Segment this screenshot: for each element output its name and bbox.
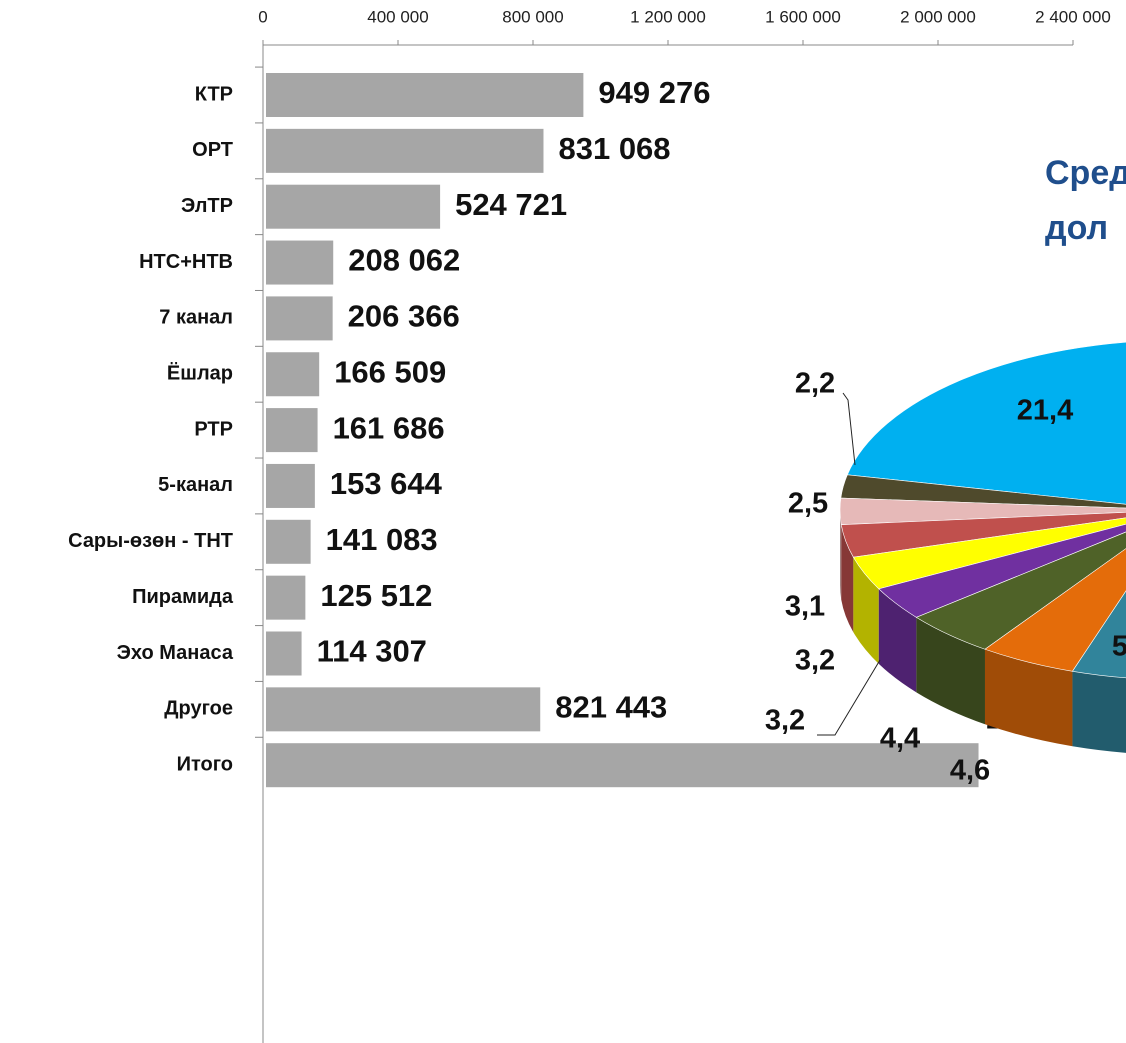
pie-value-label: 2,2	[795, 368, 835, 400]
value-label: 821 443	[555, 690, 667, 725]
y-tick-label: Итого	[177, 753, 233, 775]
pie-slice-side	[841, 524, 854, 633]
pie-slice-side	[916, 617, 985, 725]
pie-sides	[840, 510, 1126, 753]
pie-tops	[839, 341, 1126, 679]
x-tick-label: 2 400 000	[1035, 7, 1111, 26]
bar	[266, 352, 320, 397]
x-tick-label: 1 600 000	[765, 7, 841, 26]
pie-slice-side	[984, 649, 1073, 747]
y-tick-label: 7 канал	[159, 307, 233, 329]
bar	[266, 408, 318, 453]
y-tick-label: Пирамида	[132, 586, 234, 608]
pie-value-label: 3,2	[765, 705, 805, 737]
y-tick-label: Сары-өзөн - ТНТ	[68, 530, 233, 552]
leader-line	[817, 659, 881, 736]
value-label: 206 366	[348, 299, 460, 334]
bar	[266, 296, 333, 341]
value-label: 161 686	[333, 410, 445, 445]
bar	[266, 575, 306, 620]
pie-value-label: 5	[1112, 631, 1126, 663]
value-label: 114 307	[317, 634, 427, 669]
leader-line	[842, 392, 856, 466]
bar	[266, 743, 979, 788]
y-tick-label: КТР	[195, 83, 233, 105]
y-tick-label: Другое	[164, 698, 233, 720]
x-tick-label: 0	[258, 7, 267, 26]
y-tick-label: ЭлТР	[181, 195, 233, 217]
value-label: 831 068	[558, 131, 670, 166]
y-tick-label: ОРТ	[192, 139, 233, 161]
x-tick-label: 400 000	[367, 7, 428, 26]
pie-slice-side	[1072, 671, 1126, 753]
value-label: 141 083	[326, 522, 438, 557]
pie-value-label: 3,1	[785, 591, 825, 623]
y-tick-label: РТР	[194, 418, 233, 440]
pie-value-label: 4,4	[880, 723, 920, 755]
value-label: 125 512	[320, 578, 432, 613]
y-tick-label: НТС+НТВ	[139, 251, 233, 273]
x-tick-label: 1 200 000	[630, 7, 706, 26]
value-label: 166 509	[334, 354, 446, 389]
value-label: 524 721	[455, 187, 567, 222]
pie-title: Сред	[1045, 154, 1126, 192]
pie-value-label: 2,5	[788, 488, 828, 520]
value-label: 153 644	[330, 466, 443, 501]
pie-slice-side	[878, 588, 917, 693]
pie-slice	[846, 341, 1126, 505]
pie-slice-side	[840, 510, 842, 600]
pie-slice	[1071, 590, 1126, 679]
bar	[266, 73, 584, 117]
y-tick-label: 5-канал	[158, 474, 233, 496]
bar	[266, 631, 302, 676]
bar	[266, 240, 334, 285]
bar	[266, 128, 544, 173]
pie-slice-side	[853, 557, 879, 664]
pie-title: дол	[1045, 209, 1108, 247]
pie-value-label: 21,4	[1017, 395, 1073, 427]
y-tick-label: Эхо Манаса	[117, 642, 234, 664]
value-label: 208 062	[348, 243, 460, 278]
x-tick-label: 2 000 000	[900, 7, 976, 26]
bar	[266, 184, 441, 229]
x-tick-label: 800 000	[502, 7, 563, 26]
value-label: 949 276	[598, 75, 710, 110]
y-tick-label: Ёшлар	[167, 362, 233, 385]
bar	[266, 519, 311, 564]
bar	[266, 463, 315, 508]
pie-value-label: 3,2	[795, 645, 835, 677]
bar	[266, 687, 541, 732]
pie-value-label: 4,6	[950, 755, 990, 787]
